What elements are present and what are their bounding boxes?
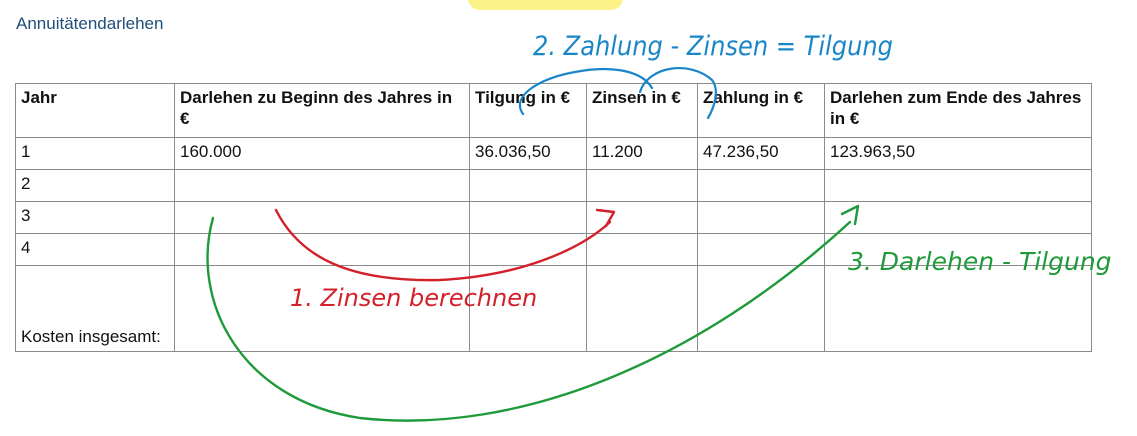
cell-year: 3	[16, 202, 175, 234]
header-interest: Zinsen in €	[587, 84, 698, 138]
cell-interest	[587, 202, 698, 234]
table-header-row: Jahr Darlehen zu Beginn des Jahres in € …	[16, 84, 1092, 138]
total-costs-label: Kosten insgesamt:	[16, 266, 175, 352]
cell-loan-end	[825, 170, 1092, 202]
annuity-table: Jahr Darlehen zu Beginn des Jahres in € …	[15, 83, 1092, 352]
cell-interest	[587, 234, 698, 266]
cell-repayment	[470, 234, 587, 266]
cell-payment	[698, 202, 825, 234]
total-cell	[470, 266, 587, 352]
total-cell	[587, 266, 698, 352]
cell-repayment	[470, 170, 587, 202]
document-title: Annuitätendarlehen	[16, 14, 163, 34]
cell-loan-start	[175, 202, 470, 234]
header-loan-end: Darlehen zum Ende des Jahres in €	[825, 84, 1092, 138]
cell-payment	[698, 170, 825, 202]
annotation-step2-text: 2. Zahlung - Zinsen = Tilgung	[533, 31, 893, 62]
table-row: 1 160.000 36.036,50 11.200 47.236,50 123…	[16, 138, 1092, 170]
table-row: 3	[16, 202, 1092, 234]
cell-repayment	[470, 202, 587, 234]
header-repayment: Tilgung in €	[470, 84, 587, 138]
cell-loan-start	[175, 234, 470, 266]
table-row: 2	[16, 170, 1092, 202]
cell-year: 4	[16, 234, 175, 266]
header-loan-start: Darlehen zu Beginn des Jahres in €	[175, 84, 470, 138]
table-row: 4	[16, 234, 1092, 266]
total-cell	[825, 266, 1092, 352]
cell-interest: 11.200	[587, 138, 698, 170]
cell-repayment: 36.036,50	[470, 138, 587, 170]
highlighter-mark	[468, 0, 623, 10]
cell-loan-end	[825, 234, 1092, 266]
cell-loan-start	[175, 170, 470, 202]
cell-payment	[698, 234, 825, 266]
cell-year: 1	[16, 138, 175, 170]
header-payment: Zahlung in €	[698, 84, 825, 138]
cell-loan-end: 123.963,50	[825, 138, 1092, 170]
cell-loan-end	[825, 202, 1092, 234]
cell-interest	[587, 170, 698, 202]
header-year: Jahr	[16, 84, 175, 138]
total-cell	[698, 266, 825, 352]
cell-year: 2	[16, 170, 175, 202]
total-cell	[175, 266, 470, 352]
cell-payment: 47.236,50	[698, 138, 825, 170]
total-costs-row: Kosten insgesamt:	[16, 266, 1092, 352]
cell-loan-start: 160.000	[175, 138, 470, 170]
